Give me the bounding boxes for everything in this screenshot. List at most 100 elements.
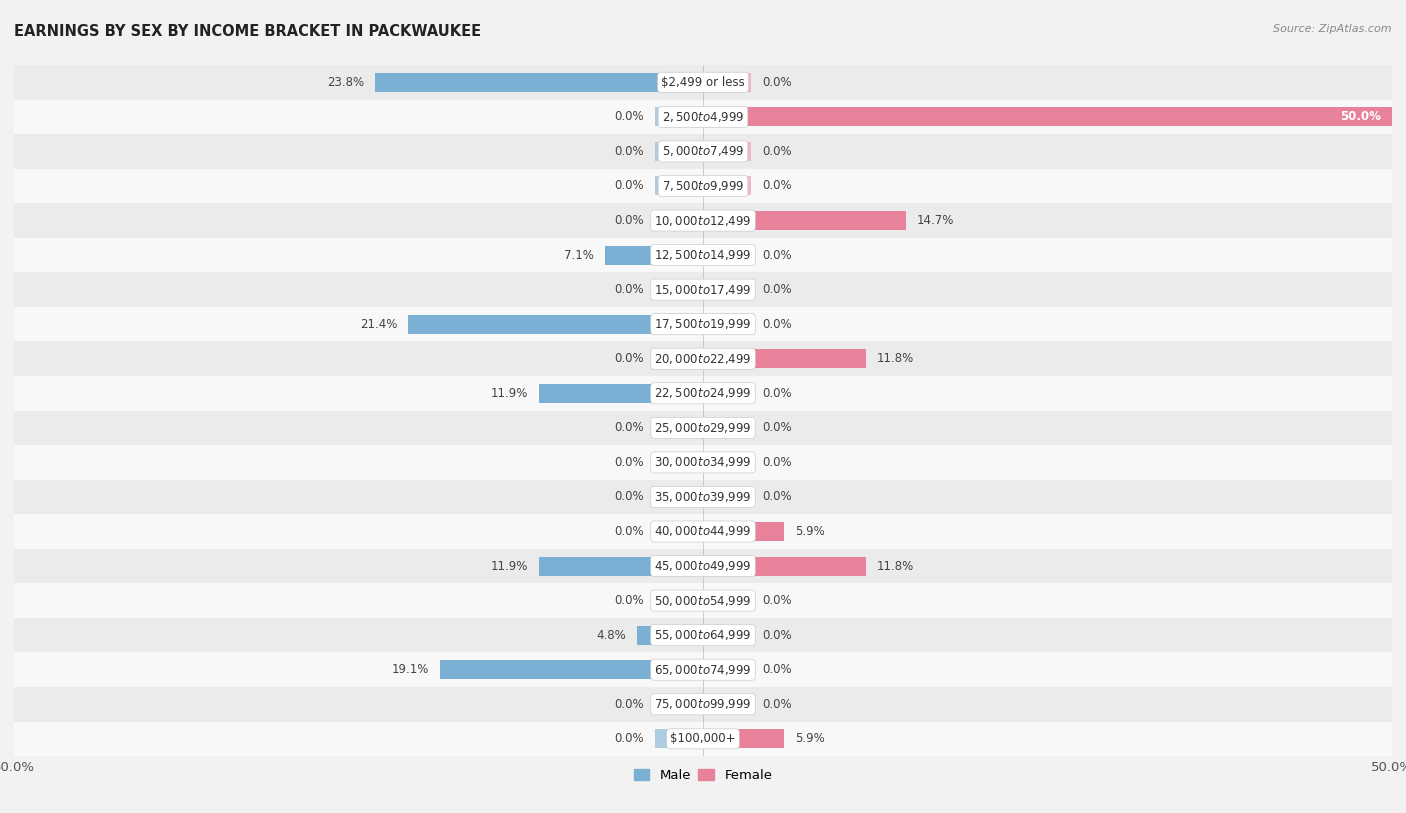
Text: 21.4%: 21.4% (360, 318, 396, 331)
Text: $35,000 to $39,999: $35,000 to $39,999 (654, 490, 752, 504)
Bar (14, 272, 1392, 307)
Bar (655, 488, 703, 506)
Bar (408, 315, 703, 333)
Bar (375, 73, 703, 92)
Text: 0.0%: 0.0% (762, 249, 792, 262)
Bar (14, 65, 1392, 99)
Text: $22,500 to $24,999: $22,500 to $24,999 (654, 386, 752, 400)
Bar (655, 350, 703, 368)
Bar (655, 522, 703, 541)
Bar (655, 176, 703, 195)
Bar (703, 626, 751, 645)
Bar (538, 384, 703, 402)
Text: $20,000 to $22,499: $20,000 to $22,499 (654, 352, 752, 366)
Text: 11.9%: 11.9% (491, 559, 529, 572)
Text: 0.0%: 0.0% (762, 421, 792, 434)
Bar (655, 453, 703, 472)
Text: 0.0%: 0.0% (614, 421, 644, 434)
Text: 0.0%: 0.0% (762, 76, 792, 89)
Bar (14, 341, 1392, 376)
Bar (14, 307, 1392, 341)
Text: $25,000 to $29,999: $25,000 to $29,999 (654, 421, 752, 435)
Bar (14, 722, 1392, 756)
Text: 0.0%: 0.0% (762, 698, 792, 711)
Text: $30,000 to $34,999: $30,000 to $34,999 (654, 455, 752, 469)
Bar (703, 246, 751, 264)
Bar (14, 237, 1392, 272)
Text: 11.8%: 11.8% (876, 559, 914, 572)
Bar (14, 687, 1392, 722)
Bar (655, 142, 703, 161)
Text: 50.0%: 50.0% (1340, 111, 1381, 124)
Text: 11.9%: 11.9% (491, 387, 529, 400)
Text: 4.8%: 4.8% (596, 628, 626, 641)
Bar (703, 453, 751, 472)
Text: 0.0%: 0.0% (762, 180, 792, 193)
Bar (703, 280, 751, 299)
Bar (655, 729, 703, 748)
Text: $40,000 to $44,999: $40,000 to $44,999 (654, 524, 752, 538)
Text: $12,500 to $14,999: $12,500 to $14,999 (654, 248, 752, 262)
Bar (538, 557, 703, 576)
Text: 7.1%: 7.1% (564, 249, 595, 262)
Text: 0.0%: 0.0% (762, 490, 792, 503)
Text: 0.0%: 0.0% (614, 594, 644, 607)
Text: 0.0%: 0.0% (614, 214, 644, 227)
Bar (703, 591, 751, 610)
Text: $55,000 to $64,999: $55,000 to $64,999 (654, 628, 752, 642)
Bar (14, 411, 1392, 446)
Bar (440, 660, 703, 679)
Text: 0.0%: 0.0% (762, 145, 792, 158)
Bar (14, 549, 1392, 584)
Text: 5.9%: 5.9% (796, 525, 825, 538)
Legend: Male, Female: Male, Female (628, 764, 778, 788)
Bar (14, 618, 1392, 652)
Text: 0.0%: 0.0% (614, 456, 644, 469)
Bar (703, 350, 866, 368)
Text: $2,499 or less: $2,499 or less (661, 76, 745, 89)
Text: 0.0%: 0.0% (614, 352, 644, 365)
Text: 0.0%: 0.0% (762, 594, 792, 607)
Text: $50,000 to $54,999: $50,000 to $54,999 (654, 593, 752, 607)
Bar (14, 446, 1392, 480)
Bar (703, 315, 751, 333)
Bar (703, 211, 905, 230)
Bar (655, 419, 703, 437)
Bar (14, 584, 1392, 618)
Text: 0.0%: 0.0% (614, 733, 644, 746)
Bar (703, 660, 751, 679)
Text: 0.0%: 0.0% (614, 283, 644, 296)
Bar (637, 626, 703, 645)
Bar (14, 203, 1392, 237)
Bar (703, 488, 751, 506)
Text: 0.0%: 0.0% (614, 490, 644, 503)
Text: Source: ZipAtlas.com: Source: ZipAtlas.com (1274, 24, 1392, 34)
Text: 5.9%: 5.9% (796, 733, 825, 746)
Bar (14, 652, 1392, 687)
Bar (14, 515, 1392, 549)
Bar (703, 176, 751, 195)
Text: $100,000+: $100,000+ (671, 733, 735, 746)
Bar (655, 695, 703, 714)
Text: 0.0%: 0.0% (762, 318, 792, 331)
Text: 0.0%: 0.0% (762, 456, 792, 469)
Text: $5,000 to $7,499: $5,000 to $7,499 (662, 145, 744, 159)
Bar (703, 695, 751, 714)
Bar (703, 73, 751, 92)
Text: 14.7%: 14.7% (917, 214, 953, 227)
Text: 0.0%: 0.0% (762, 387, 792, 400)
Bar (703, 384, 751, 402)
Text: 23.8%: 23.8% (328, 76, 364, 89)
Text: 0.0%: 0.0% (614, 698, 644, 711)
Bar (14, 169, 1392, 203)
Text: $17,500 to $19,999: $17,500 to $19,999 (654, 317, 752, 331)
Bar (14, 376, 1392, 411)
Bar (655, 591, 703, 610)
Text: 0.0%: 0.0% (614, 111, 644, 124)
Text: 0.0%: 0.0% (614, 525, 644, 538)
Text: 0.0%: 0.0% (614, 180, 644, 193)
Text: 0.0%: 0.0% (762, 283, 792, 296)
Text: 11.8%: 11.8% (876, 352, 914, 365)
Bar (14, 99, 1392, 134)
Bar (14, 480, 1392, 515)
